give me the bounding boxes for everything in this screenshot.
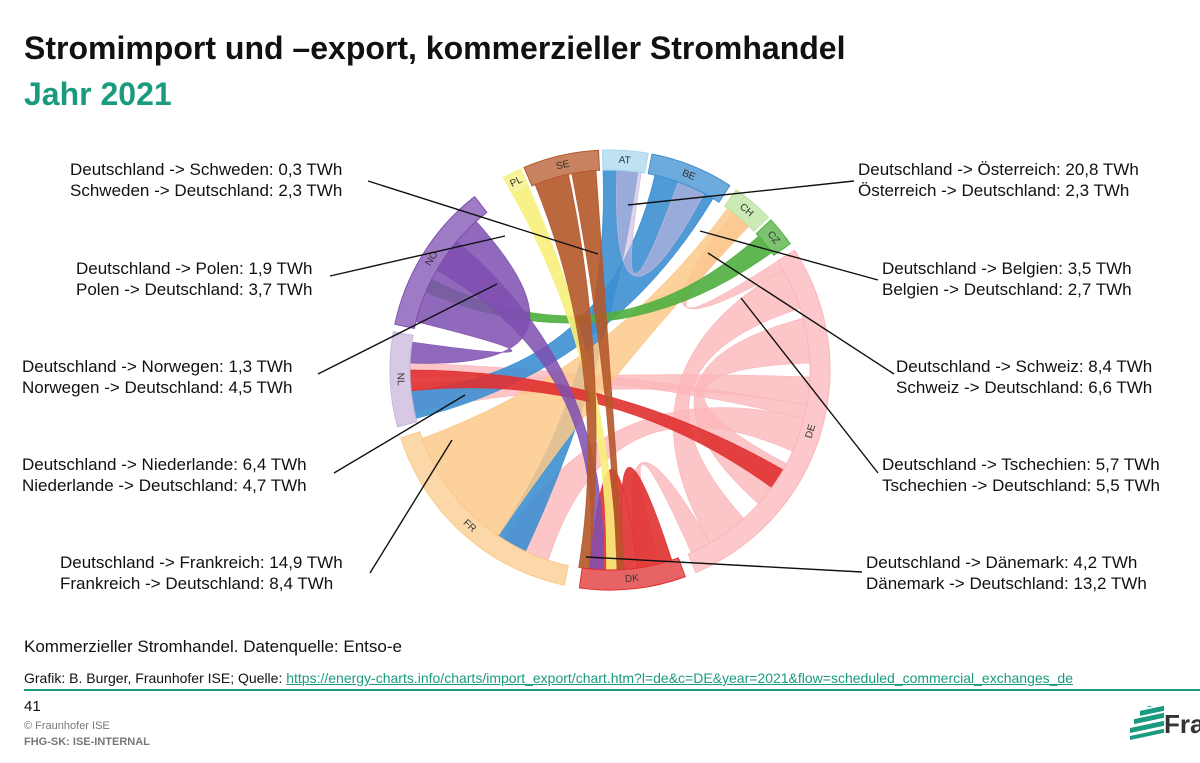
data-source-note: Kommerzieller Stromhandel. Datenquelle: …	[24, 637, 402, 656]
source-link[interactable]: https://energy-charts.info/charts/import…	[286, 670, 1073, 686]
flow-label-no-export: Deutschland -> Norwegen: 1,3 TWh	[22, 357, 293, 376]
segment-label-de: DE	[804, 423, 819, 440]
segment-arc-ch	[724, 189, 769, 232]
flow-label-no-import: Norwegen -> Deutschland: 4,5 TWh	[22, 378, 293, 397]
flow-label-cz-import: Tschechien -> Deutschland: 5,5 TWh	[882, 476, 1160, 495]
leader-dk	[585, 556, 863, 573]
flow-label-at-import: Österreich -> Deutschland: 2,3 TWh	[858, 181, 1130, 200]
ribbons-group	[409, 169, 811, 571]
flow-label-se: Deutschland -> Schweden: 0,3 TWh Schwede…	[70, 159, 342, 201]
flow-label-fr: Deutschland -> Frankreich: 14,9 TWh Fran…	[60, 552, 343, 594]
segment-label-nl: NL	[394, 373, 406, 387]
leader-se	[367, 180, 599, 255]
flow-label-fr-import: Frankreich -> Deutschland: 8,4 TWh	[60, 574, 334, 593]
segment-arc-nl	[389, 331, 418, 428]
leader-at	[627, 180, 855, 206]
flow-label-pl-export: Deutschland -> Polen: 1,9 TWh	[76, 259, 313, 278]
segment-arc-at	[601, 149, 649, 174]
flow-label-nl: Deutschland -> Niederlande: 6,4 TWh Nied…	[22, 454, 307, 496]
classification: FHG-SK: ISE-INTERNAL	[24, 736, 150, 748]
page-subtitle: Jahr 2021	[24, 76, 172, 112]
leader-be	[699, 230, 879, 281]
segment-arc-no	[394, 195, 488, 330]
segment-label-be: BE	[680, 168, 697, 183]
flow-label-be-import: Belgien -> Deutschland: 2,7 TWh	[882, 280, 1132, 299]
flow-label-be: Deutschland -> Belgien: 3,5 TWh Belgien …	[882, 258, 1132, 300]
segment-arc-cz	[755, 219, 791, 256]
segment-label-se: SE	[555, 159, 571, 173]
leader-lines-group	[317, 180, 895, 574]
fraunhofer-logo-mark-icon	[1130, 706, 1164, 740]
credit-prefix: Grafik: B. Burger, Fraunhofer ISE; Quell…	[24, 670, 287, 686]
segment-label-pl: PL	[508, 174, 524, 189]
leader-fr	[369, 439, 453, 574]
segment-arc-pl	[502, 168, 530, 196]
flow-label-cz: Deutschland -> Tschechien: 5,7 TWh Tsche…	[882, 454, 1160, 496]
fraunhofer-logo: Fraunhofer	[1130, 705, 1200, 741]
flow-label-se-export: Deutschland -> Schweden: 0,3 TWh	[70, 160, 343, 179]
flow-label-at-export: Deutschland -> Österreich: 20,8 TWh	[858, 160, 1139, 179]
segment-arc-de	[687, 249, 831, 574]
flow-label-dk-import: Dänemark -> Deutschland: 13,2 TWh	[866, 574, 1147, 593]
leader-ch	[707, 252, 895, 375]
flow-label-dk: Deutschland -> Dänemark: 4,2 TWh Dänemar…	[866, 552, 1147, 594]
flow-label-fr-export: Deutschland -> Frankreich: 14,9 TWh	[60, 553, 343, 572]
page-title: Stromimport und –export, kommerzieller S…	[24, 30, 846, 66]
copyright: © Fraunhofer ISE	[24, 720, 110, 732]
logo-bar-1	[1130, 720, 1164, 733]
flow-label-no: Deutschland -> Norwegen: 1,3 TWh Norwege…	[22, 356, 292, 398]
flow-label-ch-import: Schweiz -> Deutschland: 6,6 TWh	[896, 378, 1153, 397]
footer-divider	[24, 689, 1200, 691]
segment-arc-dk	[578, 557, 686, 591]
flow-label-at: Deutschland -> Österreich: 20,8 TWh Öste…	[858, 159, 1139, 201]
flow-label-ch-export: Deutschland -> Schweiz: 8,4 TWh	[896, 357, 1153, 376]
logo-bar-2	[1134, 712, 1164, 725]
ribbon-no-nl	[409, 220, 531, 364]
flow-label-pl: Deutschland -> Polen: 1,9 TWh Polen -> D…	[76, 258, 312, 300]
segment-arc-se	[523, 149, 601, 187]
flow-label-ch: Deutschland -> Schweiz: 8,4 TWh Schweiz …	[896, 356, 1152, 398]
segment-label-dk: DK	[624, 573, 639, 585]
segment-label-at: AT	[618, 155, 631, 167]
leader-pl	[329, 235, 506, 277]
leader-cz	[740, 297, 879, 474]
leader-nl	[333, 394, 466, 474]
credit-line: Grafik: B. Burger, Fraunhofer ISE; Quell…	[24, 670, 1073, 686]
flow-label-dk-export: Deutschland -> Dänemark: 4,2 TWh	[866, 553, 1138, 572]
segment-arc-be	[647, 153, 731, 203]
flow-label-nl-import: Niederlande -> Deutschland: 4,7 TWh	[22, 476, 307, 495]
leader-no	[317, 283, 498, 375]
logo-bar-3	[1140, 706, 1164, 716]
page-number: 41	[24, 698, 41, 715]
flow-label-nl-export: Deutschland -> Niederlande: 6,4 TWh	[22, 455, 307, 474]
logo-bar-0	[1130, 728, 1164, 740]
fraunhofer-logo-text: Fraunhofer	[1164, 709, 1200, 739]
flow-label-be-export: Deutschland -> Belgien: 3,5 TWh	[882, 259, 1132, 278]
flow-label-cz-export: Deutschland -> Tschechien: 5,7 TWh	[882, 455, 1160, 474]
segment-arc-fr	[400, 431, 570, 586]
flow-label-pl-import: Polen -> Deutschland: 3,7 TWh	[76, 280, 313, 299]
flow-label-se-import: Schweden -> Deutschland: 2,3 TWh	[70, 181, 343, 200]
